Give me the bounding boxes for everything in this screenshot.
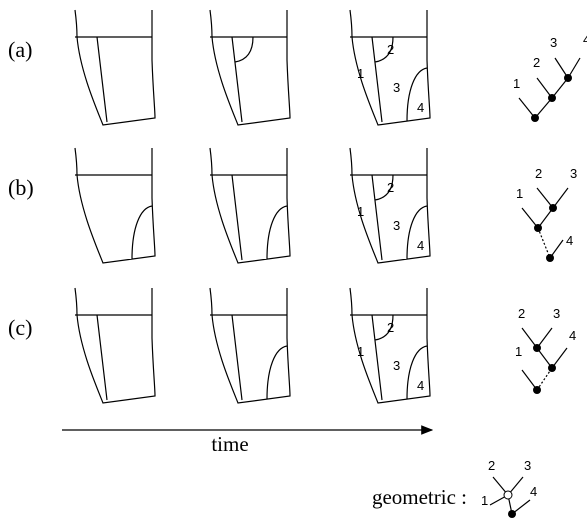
panel-outline: [75, 288, 155, 403]
tree-label: 3: [553, 306, 560, 321]
tree-node: [534, 224, 542, 232]
tree-label: 2: [488, 458, 495, 473]
tree-label: 2: [518, 306, 525, 321]
tree-label: 4: [583, 32, 587, 47]
tree-node: [546, 254, 554, 262]
region-label: 2: [387, 42, 394, 57]
panel: [210, 148, 290, 263]
tree-node-open: [504, 491, 512, 499]
panel: [75, 288, 155, 403]
panel: [75, 148, 155, 263]
tree-label: 4: [569, 328, 576, 343]
tree-node: [548, 94, 556, 102]
panel: 1 2 3 4: [350, 148, 430, 263]
region-label: 2: [387, 180, 394, 195]
tree-node: [531, 114, 539, 122]
panel-outline: [75, 148, 155, 263]
row-label: (c): [8, 315, 32, 340]
region-label: 3: [393, 218, 400, 233]
tree-label: 2: [533, 55, 540, 70]
region-label: 4: [417, 100, 424, 115]
row-label: (a): [8, 37, 32, 62]
region-label: 4: [417, 238, 424, 253]
tree-label: 1: [481, 493, 488, 508]
region-label: 1: [357, 204, 364, 219]
tree-label: 4: [530, 484, 537, 499]
tree-label: 3: [550, 35, 557, 50]
tree-node: [533, 386, 541, 394]
row-label: (b): [8, 175, 34, 200]
tree-label: 1: [515, 344, 522, 359]
panel: 1 2 3 4: [350, 10, 430, 125]
panel: 1 2 3 4: [350, 288, 430, 403]
diagram: time geometric : (a)12341234(b)12341234(…: [0, 0, 587, 519]
region-label: 1: [357, 66, 364, 81]
tree-label: 3: [524, 458, 531, 473]
region-label: 4: [417, 378, 424, 393]
panel-outline: [210, 288, 290, 403]
tree-label: 3: [570, 166, 577, 181]
region-label: 3: [393, 80, 400, 95]
panel: [210, 288, 290, 403]
region-label: 2: [387, 320, 394, 335]
tree-node: [564, 74, 572, 82]
tree-node: [548, 364, 556, 372]
tree-node: [533, 344, 541, 352]
time-label: time: [211, 432, 248, 456]
panel: [75, 10, 155, 125]
tree-label: 2: [535, 166, 542, 181]
tree-node: [549, 204, 557, 212]
region-label: 1: [357, 344, 364, 359]
tree-node: [508, 510, 516, 518]
tree-label: 4: [566, 233, 573, 248]
tree-label: 1: [513, 76, 520, 91]
panel: [210, 10, 290, 125]
tree-edge-dotted: [538, 228, 550, 258]
panel-outline: [210, 148, 290, 263]
tree-label: 1: [516, 186, 523, 201]
panel-outline: [75, 10, 155, 125]
region-label: 3: [393, 358, 400, 373]
geometric-label: geometric :: [372, 485, 467, 509]
panel-outline: [210, 10, 290, 125]
